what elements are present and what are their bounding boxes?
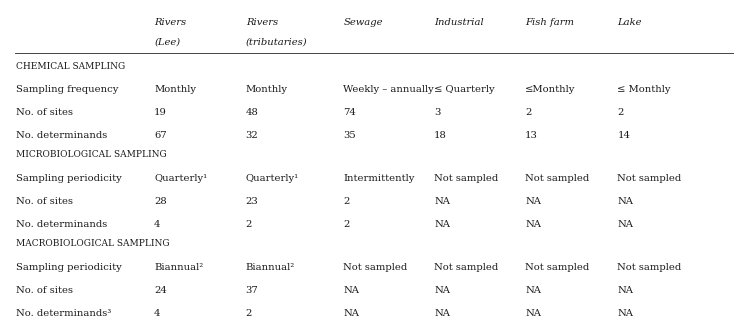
Text: Rivers: Rivers (245, 18, 278, 27)
Text: No. determinands³: No. determinands³ (16, 309, 111, 318)
Text: NA: NA (525, 309, 541, 318)
Text: Not sampled: Not sampled (343, 263, 408, 272)
Text: Industrial: Industrial (434, 18, 484, 27)
Text: 2: 2 (245, 220, 252, 229)
Text: Not sampled: Not sampled (617, 263, 681, 272)
Text: ≤ Quarterly: ≤ Quarterly (434, 85, 494, 94)
Text: NA: NA (617, 286, 634, 295)
Text: MICROBIOLOGICAL SAMPLING: MICROBIOLOGICAL SAMPLING (16, 150, 167, 159)
Text: NA: NA (434, 309, 450, 318)
Text: Sewage: Sewage (343, 18, 383, 27)
Text: Not sampled: Not sampled (525, 263, 589, 272)
Text: 23: 23 (245, 197, 259, 206)
Text: (Lee): (Lee) (154, 37, 180, 46)
Text: Not sampled: Not sampled (434, 263, 498, 272)
Text: 35: 35 (343, 131, 356, 140)
Text: NA: NA (434, 197, 450, 206)
Text: Fish farm: Fish farm (525, 18, 574, 27)
Text: Sampling periodicity: Sampling periodicity (16, 263, 122, 272)
Text: CHEMICAL SAMPLING: CHEMICAL SAMPLING (16, 61, 126, 71)
Text: Not sampled: Not sampled (617, 174, 681, 183)
Text: No. of sites: No. of sites (16, 197, 73, 206)
Text: 4: 4 (154, 220, 161, 229)
Text: Not sampled: Not sampled (525, 174, 589, 183)
Text: Monthly: Monthly (245, 85, 288, 94)
Text: NA: NA (525, 197, 541, 206)
Text: 13: 13 (525, 131, 538, 140)
Text: NA: NA (434, 220, 450, 229)
Text: NA: NA (525, 220, 541, 229)
Text: 2: 2 (617, 108, 624, 117)
Text: No. of sites: No. of sites (16, 286, 73, 295)
Text: 74: 74 (343, 108, 356, 117)
Text: 4: 4 (154, 309, 161, 318)
Text: Monthly: Monthly (154, 85, 196, 94)
Text: NA: NA (434, 286, 450, 295)
Text: No. determinands: No. determinands (16, 131, 108, 140)
Text: NA: NA (343, 286, 359, 295)
Text: Sampling frequency: Sampling frequency (16, 85, 119, 94)
Text: Sampling periodicity: Sampling periodicity (16, 174, 122, 183)
Text: No. of sites: No. of sites (16, 108, 73, 117)
Text: Biannual²: Biannual² (154, 263, 203, 272)
Text: 37: 37 (245, 286, 259, 295)
Text: 2: 2 (525, 108, 531, 117)
Text: 2: 2 (343, 220, 349, 229)
Text: 2: 2 (343, 197, 349, 206)
Text: NA: NA (617, 309, 634, 318)
Text: NA: NA (617, 197, 634, 206)
Text: 24: 24 (154, 286, 167, 295)
Text: 2: 2 (245, 309, 252, 318)
Text: (tributaries): (tributaries) (245, 37, 307, 46)
Text: Quarterly¹: Quarterly¹ (154, 174, 207, 183)
Text: 3: 3 (434, 108, 441, 117)
Text: 48: 48 (245, 108, 259, 117)
Text: ≤Monthly: ≤Monthly (525, 85, 575, 94)
Text: 32: 32 (245, 131, 259, 140)
Text: Biannual²: Biannual² (245, 263, 295, 272)
Text: NA: NA (525, 286, 541, 295)
Text: 19: 19 (154, 108, 167, 117)
Text: 14: 14 (617, 131, 631, 140)
Text: Weekly – annually: Weekly – annually (343, 85, 434, 94)
Text: Quarterly¹: Quarterly¹ (245, 174, 299, 183)
Text: No. determinands: No. determinands (16, 220, 108, 229)
Text: MACROBIOLOGICAL SAMPLING: MACROBIOLOGICAL SAMPLING (16, 239, 170, 248)
Text: Rivers: Rivers (154, 18, 186, 27)
Text: Not sampled: Not sampled (434, 174, 498, 183)
Text: 67: 67 (154, 131, 167, 140)
Text: ≤ Monthly: ≤ Monthly (617, 85, 671, 94)
Text: NA: NA (343, 309, 359, 318)
Text: 28: 28 (154, 197, 167, 206)
Text: NA: NA (617, 220, 634, 229)
Text: Lake: Lake (617, 18, 642, 27)
Text: 18: 18 (434, 131, 447, 140)
Text: Intermittently: Intermittently (343, 174, 414, 183)
